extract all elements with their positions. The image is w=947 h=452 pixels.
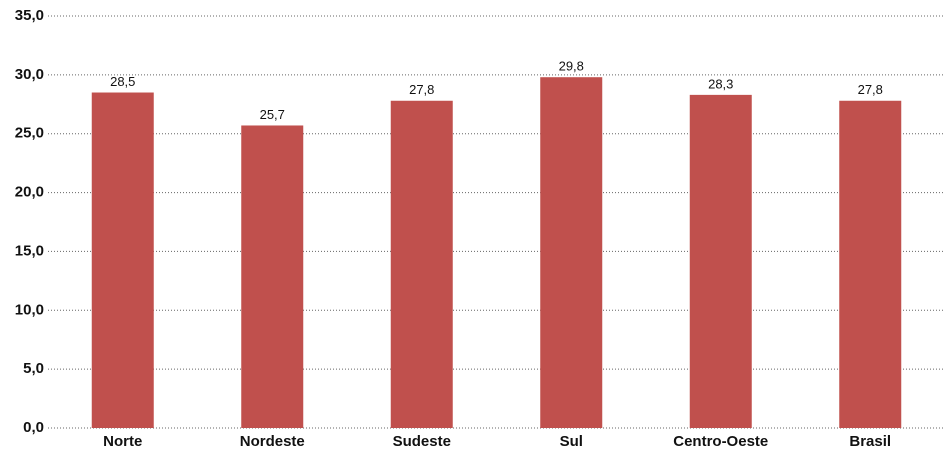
y-tick-label: 25,0 — [15, 125, 44, 142]
y-tick-label: 30,0 — [15, 66, 44, 83]
bar — [689, 94, 752, 429]
x-tick-label: Sudeste — [393, 433, 451, 450]
bar — [241, 125, 304, 428]
value-label: 28,3 — [708, 76, 733, 91]
x-tick-label: Sul — [560, 433, 583, 450]
y-tick-label: 10,0 — [15, 301, 44, 318]
value-label: 25,7 — [260, 107, 285, 122]
y-tick-label: 35,0 — [15, 7, 44, 24]
x-tick-label: Nordeste — [240, 433, 305, 450]
bar — [839, 100, 902, 429]
value-label: 27,8 — [858, 82, 883, 97]
x-tick-label: Centro-Oeste — [673, 433, 768, 450]
y-tick-label: 20,0 — [15, 184, 44, 201]
x-tick-label: Norte — [103, 433, 142, 450]
value-label: 28,5 — [110, 74, 135, 89]
y-tick-label: 5,0 — [23, 360, 44, 377]
x-tick-label: Brasil — [849, 433, 891, 450]
y-tick-label: 15,0 — [15, 242, 44, 259]
bar — [540, 77, 603, 428]
bar — [91, 92, 154, 428]
value-label: 27,8 — [409, 82, 434, 97]
y-tick-label: 0,0 — [23, 419, 44, 436]
bar — [390, 100, 453, 429]
value-label: 29,8 — [559, 59, 584, 74]
